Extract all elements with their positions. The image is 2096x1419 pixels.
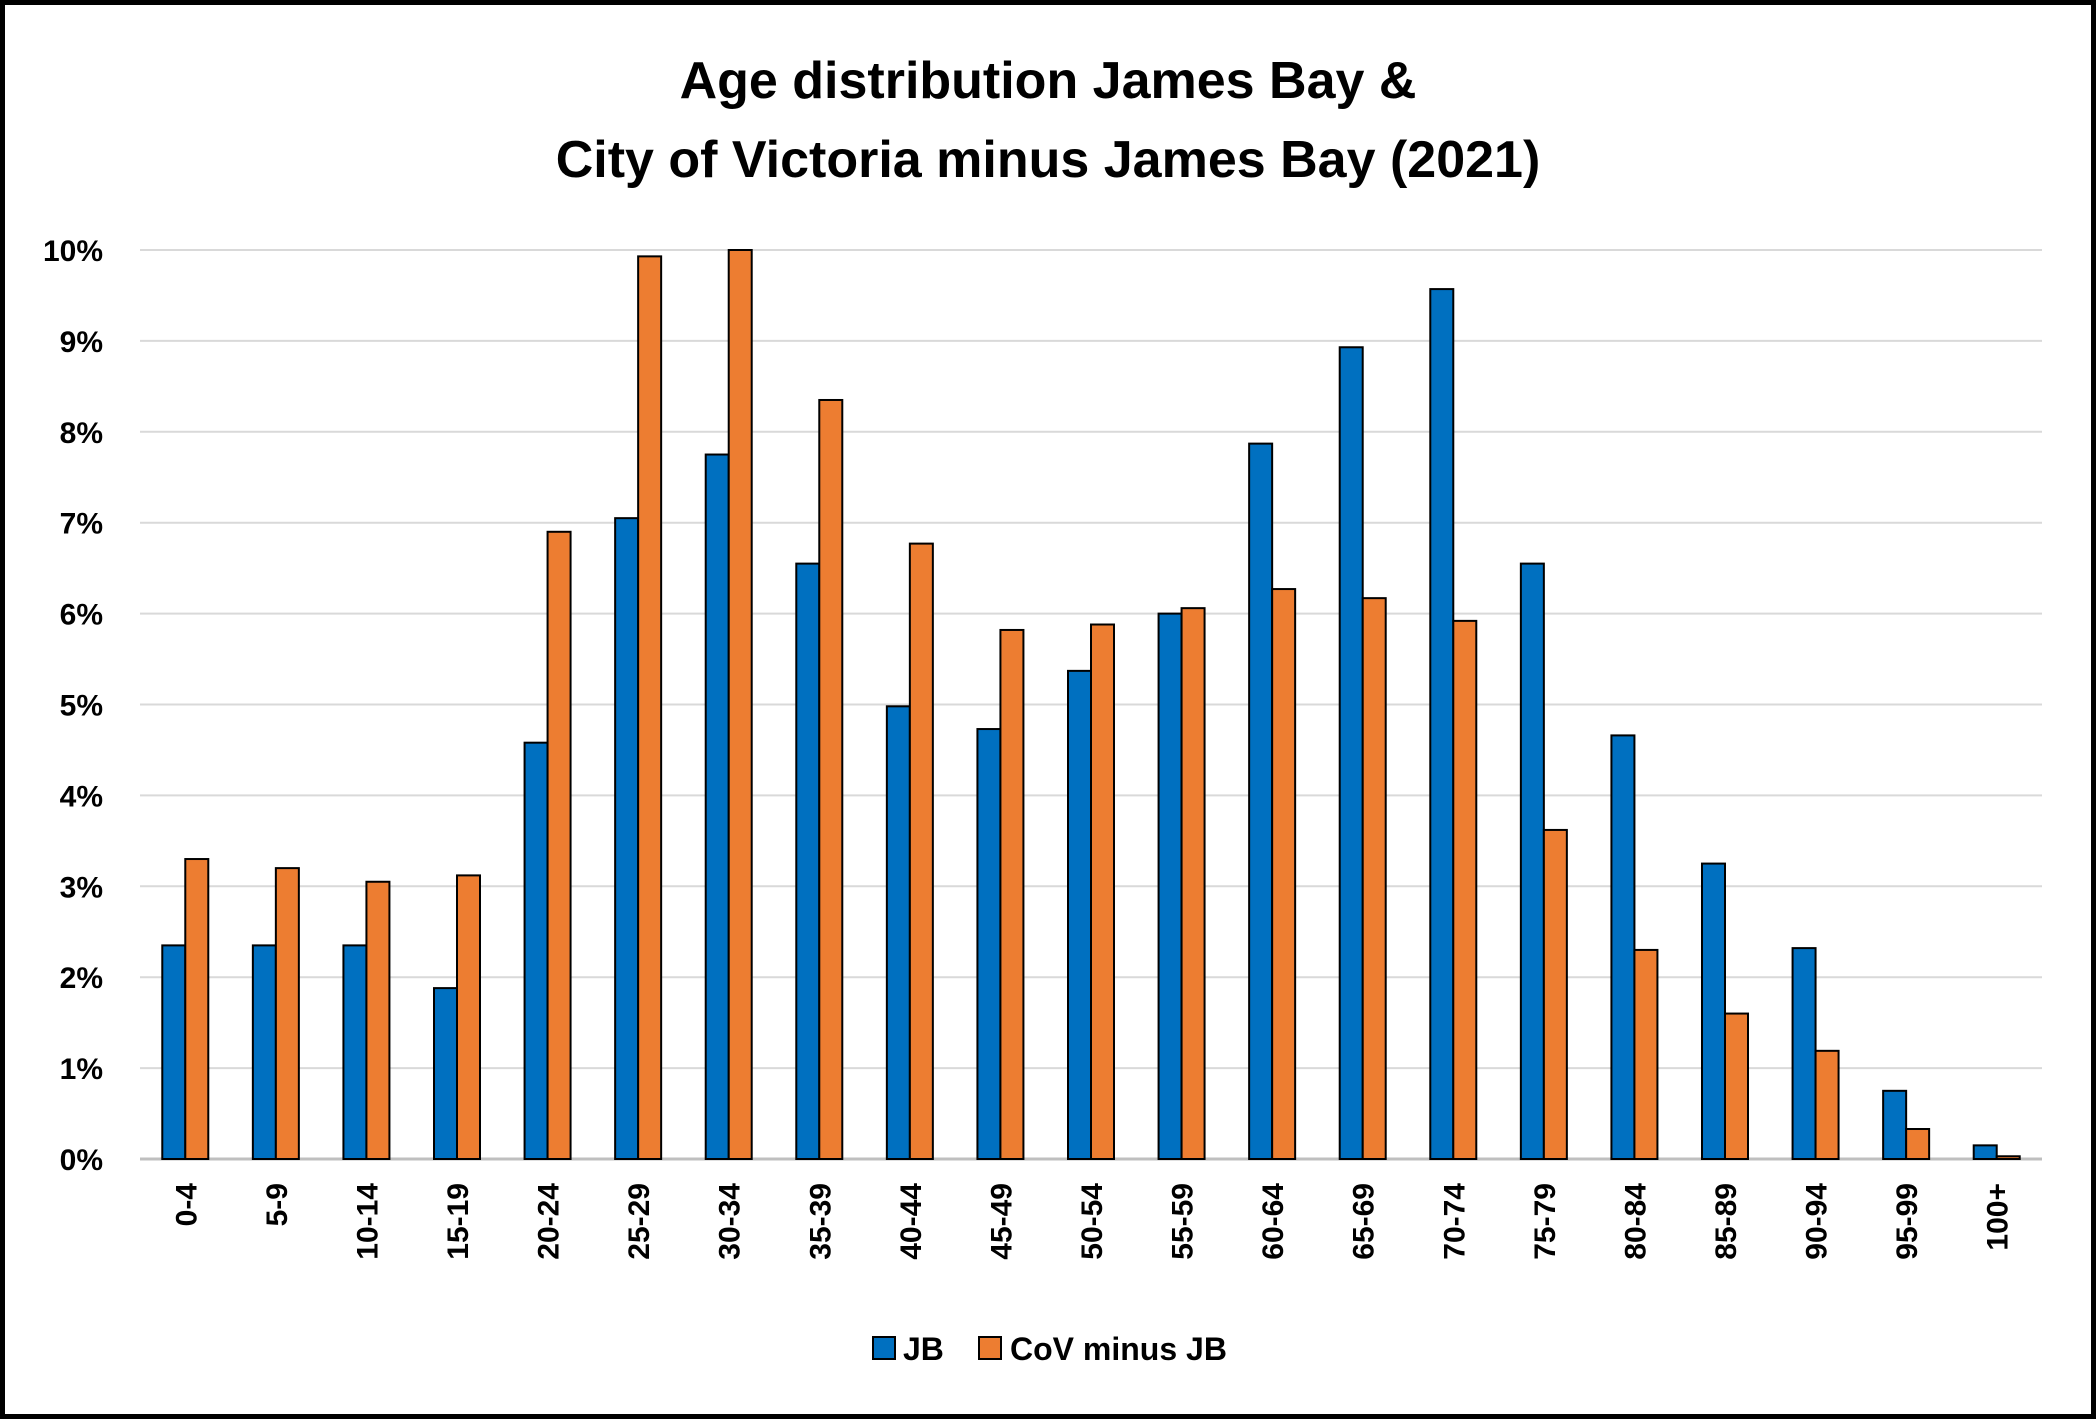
bar-jb-95-99 — [1882, 1089, 1908, 1160]
bar-cov-20-24 — [546, 530, 572, 1160]
x-tick-label: 25-29 — [623, 1183, 656, 1260]
x-tick-label: 10-14 — [351, 1183, 384, 1260]
bar-cov-35-39 — [818, 398, 844, 1160]
bar-cov-15-19 — [456, 874, 481, 1161]
x-tick-label: 30-34 — [714, 1183, 747, 1260]
y-tick-label: 8% — [60, 417, 103, 450]
x-tick-label: 75-79 — [1529, 1183, 1562, 1260]
bar-cov-100+ — [1995, 1155, 2021, 1160]
bar-cov-0-4 — [184, 858, 210, 1161]
chart-subtitle: City of Victoria minus James Bay (2021) — [555, 131, 1541, 189]
bar-jb-40-44 — [885, 705, 911, 1160]
y-tick-label: 5% — [60, 690, 103, 723]
y-tick-label: 4% — [60, 780, 103, 813]
bar-jb-75-79 — [1519, 562, 1545, 1160]
x-tick-label: 85-89 — [1710, 1183, 1743, 1260]
legend-label: JB — [903, 1331, 944, 1367]
bar-jb-35-39 — [795, 562, 821, 1160]
bar-cov-30-34 — [727, 249, 753, 1160]
x-tick-label: 45-49 — [985, 1183, 1018, 1260]
bar-jb-15-19 — [433, 987, 458, 1160]
x-tick-label: 65-69 — [1348, 1183, 1381, 1260]
bar-jb-30-34 — [704, 453, 730, 1160]
bar-jb-25-29 — [614, 517, 640, 1160]
bar-jb-90-94 — [1791, 947, 1817, 1160]
bar-cov-95-99 — [1905, 1128, 1931, 1161]
chart-title: Age distribution James Bay & — [679, 52, 1417, 110]
x-tick-label: 15-19 — [442, 1183, 475, 1260]
legend-swatch — [978, 1336, 1002, 1360]
bar-jb-85-89 — [1701, 862, 1726, 1160]
bar-cov-60-64 — [1271, 588, 1297, 1160]
x-tick-label: 60-64 — [1257, 1183, 1290, 1260]
x-tick-label: 95-99 — [1891, 1183, 1924, 1260]
bar-jb-0-4 — [161, 944, 187, 1161]
bar-cov-80-84 — [1633, 948, 1659, 1160]
x-tick-label: 35-39 — [804, 1183, 837, 1260]
bar-cov-25-29 — [637, 255, 663, 1161]
x-tick-label: 80-84 — [1619, 1183, 1652, 1260]
bar-jb-45-49 — [976, 728, 1002, 1161]
bar-jb-100+ — [1972, 1144, 1998, 1160]
bar-jb-50-54 — [1067, 669, 1092, 1160]
y-tick-label: 10% — [43, 235, 103, 268]
x-axis-tick-labels: 0-4 5-9 10-14 15-19 20-24 25-29 30-34 35-39 40-4… — [170, 1183, 2014, 1260]
x-tick-label: 20-24 — [533, 1183, 566, 1260]
bar-cov-70-74 — [1452, 619, 1478, 1160]
x-tick-label: 0-4 — [170, 1183, 203, 1227]
x-tick-label: 5-9 — [261, 1183, 294, 1226]
bar-cov-85-89 — [1724, 1012, 1749, 1160]
bar-jb-80-84 — [1610, 734, 1636, 1160]
x-tick-label: 70-74 — [1438, 1183, 1471, 1260]
y-tick-label: 3% — [60, 871, 103, 904]
x-tick-label: 55-59 — [1167, 1183, 1200, 1260]
y-tick-label: 9% — [60, 326, 103, 359]
y-tick-label: 7% — [60, 508, 103, 541]
y-tick-label: 2% — [60, 962, 103, 995]
bar-cov-45-49 — [999, 628, 1025, 1160]
bar-jb-60-64 — [1248, 442, 1274, 1160]
bar-jb-10-14 — [342, 944, 368, 1161]
y-tick-label: 0% — [60, 1144, 103, 1177]
legend-swatch — [872, 1336, 896, 1360]
bar-cov-40-44 — [908, 542, 934, 1160]
x-tick-label: 50-54 — [1076, 1183, 1109, 1260]
bar-cov-75-79 — [1542, 828, 1568, 1161]
bar-jb-20-24 — [523, 741, 549, 1160]
bar-cov-5-9 — [274, 867, 300, 1160]
bar-cov-55-59 — [1180, 607, 1206, 1160]
x-tick-label: 40-44 — [895, 1183, 928, 1260]
legend: JB CoV minus JB — [872, 1331, 1227, 1367]
bar-jb-5-9 — [251, 944, 277, 1161]
bar-jb-55-59 — [1157, 612, 1183, 1160]
y-axis-tick-labels: 0% 1% 2% 3% 4% 5% 6% 7% 8% 9% 10% — [43, 235, 103, 1177]
bar-jb-65-69 — [1338, 346, 1364, 1160]
bar-cov-65-69 — [1361, 597, 1387, 1160]
bar-jb-70-74 — [1429, 288, 1455, 1161]
bar-cov-50-54 — [1090, 623, 1115, 1160]
x-tick-label: 90-94 — [1801, 1183, 1834, 1260]
bar-cov-10-14 — [365, 880, 391, 1160]
y-tick-label: 6% — [60, 599, 103, 632]
y-tick-label: 1% — [60, 1053, 103, 1086]
bar-cov-90-94 — [1814, 1049, 1840, 1160]
bars — [161, 249, 2021, 1161]
x-tick-label: 100+ — [1982, 1183, 2015, 1251]
legend-label: CoV minus JB — [1010, 1331, 1227, 1367]
